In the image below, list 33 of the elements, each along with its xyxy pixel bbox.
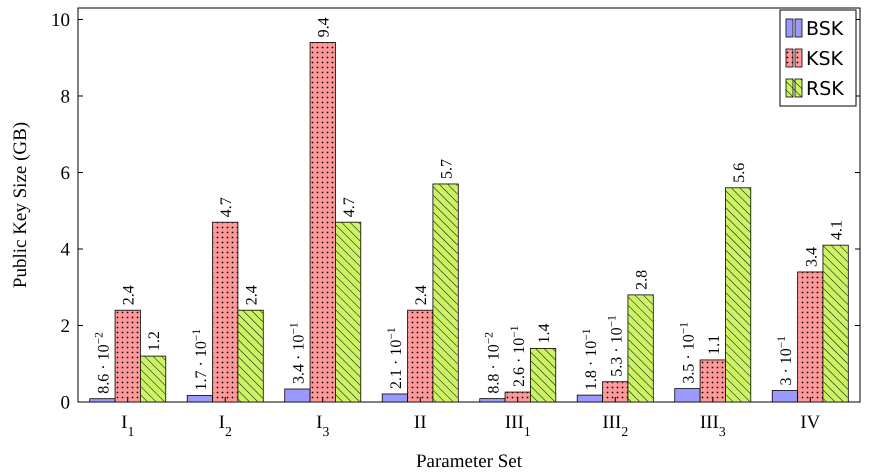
data-label: 2.8: [634, 270, 651, 290]
data-label: 2.4: [120, 285, 138, 306]
y-tick-label: 4: [60, 240, 70, 261]
x-axis-title: Parameter Set: [416, 451, 523, 472]
data-label: 1.1: [706, 334, 723, 355]
y-axis-title: Public Key Size (GB): [10, 122, 31, 288]
x-tick-label: IV: [800, 412, 821, 433]
x-tick-label: II: [414, 412, 427, 433]
legend-label: RSK: [806, 78, 844, 100]
data-label: 1.4: [536, 323, 554, 344]
data-label: 9.4: [316, 17, 333, 38]
x-tick-label: I$_{1}$: [121, 412, 134, 438]
x-tick-label: III$_{2}$: [602, 412, 628, 438]
y-tick-label: 8: [60, 86, 70, 108]
x-tick-label: III$_{3}$: [700, 412, 726, 438]
data-label: 3.4: [803, 246, 820, 267]
x-tick-label: I$_{2}$: [218, 412, 232, 438]
y-tick-label: 6: [60, 163, 70, 184]
y-tick-label: 10: [51, 10, 70, 32]
y-tick-label: 0: [60, 392, 70, 414]
data-label: 2.4: [413, 285, 430, 306]
data-label: 4.7: [218, 197, 236, 218]
y-tick-label: 2: [60, 316, 70, 338]
data-label: 5.6: [731, 162, 748, 183]
legend-label: KSK: [806, 48, 844, 70]
data-label: 4.7: [341, 197, 358, 218]
legend-label: BSK: [806, 18, 844, 40]
x-tick-label: III$_{1}$: [504, 412, 531, 438]
data-label: 4.1: [828, 220, 846, 240]
data-label: 2.4: [244, 285, 261, 306]
data-label: 5.7: [438, 158, 456, 179]
data-label: 1.2: [146, 331, 164, 352]
x-tick-label: I$_{3}$: [316, 412, 330, 438]
